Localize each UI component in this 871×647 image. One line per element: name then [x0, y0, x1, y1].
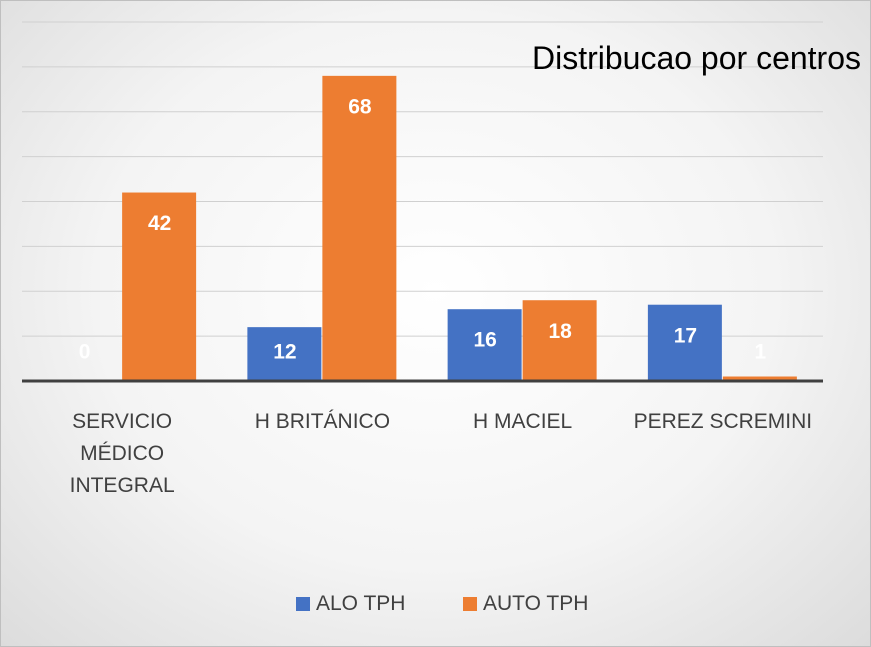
x-tick-label: H BRITÁNICO [254, 410, 391, 433]
data-label: 0 [79, 341, 91, 364]
bar [247, 327, 322, 381]
legend-item: AUTO TPH [463, 592, 588, 616]
legend-swatch [296, 597, 310, 611]
legend-swatch [463, 597, 477, 611]
chart-title: Distribucao por centros [531, 40, 861, 76]
x-tick-label: PEREZ SCREMINI [633, 410, 813, 433]
x-tick-label: H MACIEL [473, 410, 573, 433]
bar [447, 309, 522, 381]
legend-item: ALO TPH [296, 592, 405, 616]
bar [322, 75, 397, 381]
x-tick-label: SERVICIO MÉDICO INTEGRAL [69, 410, 175, 497]
bar [722, 376, 797, 381]
data-label: 18 [548, 320, 572, 343]
legend-label: AUTO TPH [483, 592, 589, 615]
bar [522, 300, 597, 381]
bar [647, 304, 722, 381]
data-label: 12 [273, 341, 296, 364]
data-label: 42 [148, 212, 171, 235]
data-label: 68 [348, 95, 372, 118]
data-label: 1 [755, 341, 767, 364]
data-label: 17 [674, 324, 697, 347]
bar [122, 192, 197, 381]
legend-label: ALO TPH [316, 592, 406, 615]
data-label: 16 [473, 329, 496, 352]
